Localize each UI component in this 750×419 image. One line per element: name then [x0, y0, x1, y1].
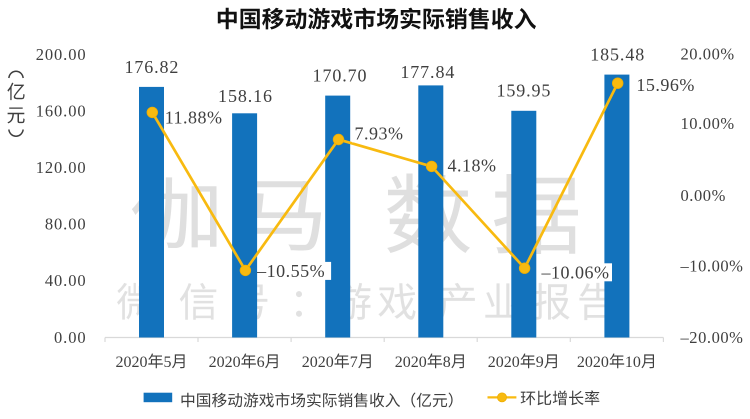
svg-text:–10.55%: –10.55%: [256, 261, 325, 281]
svg-text:120.00: 120.00: [36, 158, 87, 177]
svg-text:10.00%: 10.00%: [681, 114, 735, 133]
svg-text:40.00: 40.00: [45, 271, 87, 290]
svg-text:0.00: 0.00: [54, 328, 86, 347]
svg-text:7.93%: 7.93%: [355, 124, 404, 144]
svg-text:158.16: 158.16: [218, 86, 273, 106]
svg-text:–20.00%: –20.00%: [680, 328, 744, 347]
svg-text:15.96%: 15.96%: [636, 75, 695, 95]
svg-text:8: 8: [443, 354, 451, 371]
svg-text:0.00%: 0.00%: [681, 186, 726, 205]
svg-text:177.84: 177.84: [400, 62, 455, 82]
svg-text:160.00: 160.00: [36, 102, 87, 121]
svg-text:159.95: 159.95: [496, 80, 551, 100]
svg-text:2020: 2020: [302, 354, 334, 371]
svg-text:–10.00%: –10.00%: [680, 256, 744, 275]
svg-text:2020: 2020: [209, 354, 241, 371]
svg-text:10: 10: [625, 354, 641, 371]
svg-text:200.00: 200.00: [36, 45, 87, 64]
svg-text:7: 7: [350, 354, 358, 371]
svg-text:–10.06%: –10.06%: [541, 263, 610, 283]
svg-text:2020: 2020: [116, 354, 148, 371]
svg-text:4.18%: 4.18%: [448, 155, 497, 175]
svg-text:185.48: 185.48: [590, 44, 645, 64]
svg-text:2020: 2020: [395, 354, 427, 371]
svg-text:2020: 2020: [577, 354, 609, 371]
svg-text:11.88%: 11.88%: [165, 107, 223, 127]
svg-text:176.82: 176.82: [124, 57, 179, 77]
svg-text:5: 5: [164, 354, 172, 371]
svg-text:6: 6: [257, 354, 265, 371]
svg-text:20.00%: 20.00%: [681, 44, 735, 63]
svg-text:2020: 2020: [488, 354, 520, 371]
svg-text:80.00: 80.00: [45, 215, 87, 234]
svg-text:170.70: 170.70: [313, 65, 368, 85]
svg-text:9: 9: [536, 354, 544, 371]
